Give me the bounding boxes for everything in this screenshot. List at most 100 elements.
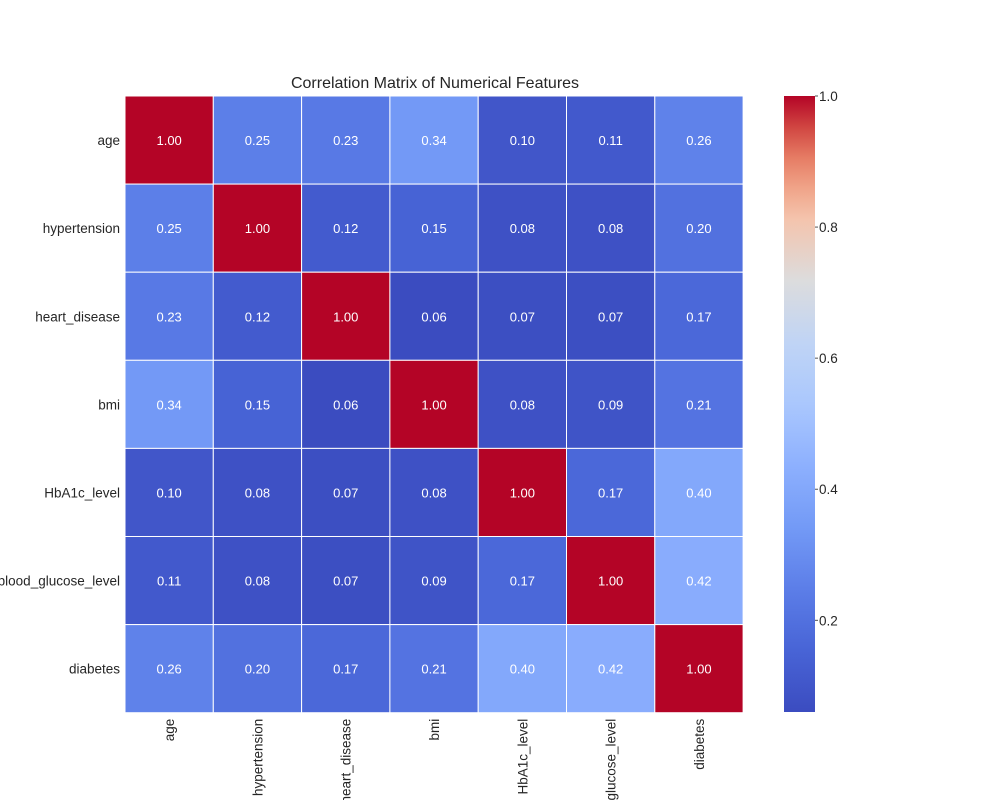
heatmap-cell — [301, 183, 391, 273]
cell-value-label: 0.26 — [156, 662, 181, 677]
cell-value-label: 0.08 — [245, 485, 270, 500]
cell-value-label: 0.21 — [421, 662, 446, 677]
colorbar-tick-label: 0.4 — [819, 482, 838, 497]
cell-value-label: 1.00 — [421, 397, 446, 412]
cell-value-label: 0.21 — [686, 397, 711, 412]
row-label: blood_glucose_level — [0, 574, 120, 589]
cell-value-label: 1.00 — [156, 133, 181, 148]
heatmap-cell — [389, 359, 479, 449]
heatmap-cell — [212, 536, 303, 626]
heatmap-cell — [477, 95, 568, 185]
heatmap-cell — [124, 447, 214, 537]
heatmap-cell — [477, 271, 568, 361]
cell-value-label: 0.15 — [421, 221, 446, 236]
cell-value-label: 1.00 — [686, 662, 711, 677]
heatmap-cell — [654, 624, 744, 714]
cell-value-label: 0.17 — [686, 309, 711, 324]
heatmap-cell — [301, 536, 391, 626]
cell-value-label: 0.40 — [686, 485, 711, 500]
heatmap-cell — [566, 183, 656, 273]
colorbar-tick-label: 0.8 — [819, 220, 838, 235]
heatmap-cell — [654, 359, 744, 449]
row-label: age — [97, 133, 120, 148]
heatmap-cell — [389, 271, 479, 361]
heatmap-cell — [477, 536, 568, 626]
cell-value-label: 0.10 — [156, 485, 181, 500]
row-label: hypertension — [43, 221, 120, 236]
cell-value-label: 0.08 — [510, 397, 535, 412]
cell-value-label: 0.08 — [598, 221, 623, 236]
heatmap-cell — [389, 624, 479, 714]
cell-value-label: 0.42 — [598, 662, 623, 677]
cell-value-label: 0.42 — [686, 574, 711, 589]
cell-value-label: 0.25 — [245, 133, 270, 148]
heatmap-cell — [389, 536, 479, 626]
cell-value-label: 0.09 — [598, 397, 623, 412]
cell-value-label: 0.07 — [598, 309, 623, 324]
heatmap-cell — [654, 447, 744, 537]
heatmap-cell — [477, 183, 568, 273]
cell-value-label: 1.00 — [598, 574, 623, 589]
colorbar-tick-label: 0.2 — [819, 613, 838, 628]
cell-value-label: 0.07 — [333, 574, 358, 589]
cell-value-label: 0.23 — [333, 133, 358, 148]
cell-value-label: 0.17 — [510, 574, 535, 589]
cell-value-label: 0.40 — [510, 662, 535, 677]
cell-value-label: 0.12 — [333, 221, 358, 236]
cell-value-label: 1.00 — [245, 221, 270, 236]
heatmap-cell — [301, 447, 391, 537]
heatmap-cells: 1.00 0.25 0.23 0.34 0.10 0.11 0.26 0.25 1.00 0.12… — [124, 95, 744, 714]
cell-value-label: 0.17 — [598, 485, 623, 500]
column-labels: age hypertension heart_disease bmi HbA1c_lev… — [162, 718, 707, 805]
heatmap-cell — [124, 95, 214, 185]
colorbar-tick-label: 0.6 — [819, 351, 838, 366]
heatmap-cell — [212, 271, 303, 361]
cell-value-label: 0.07 — [333, 485, 358, 500]
cell-value-label: 0.11 — [157, 574, 181, 589]
cell-value-label: 0.25 — [156, 221, 181, 236]
heatmap-cell — [124, 624, 214, 714]
heatmap-cell — [124, 359, 214, 449]
cell-value-label: 0.23 — [156, 309, 181, 324]
row-label: HbA1c_level — [44, 485, 120, 500]
column-label: age — [162, 719, 177, 742]
cell-value-label: 0.34 — [156, 397, 181, 412]
cell-value-label: 0.15 — [245, 397, 270, 412]
heatmap-cell — [124, 536, 214, 626]
colorbar-tick-label: 1.0 — [819, 89, 838, 104]
colorbar — [784, 96, 815, 712]
column-label: HbA1c_level — [515, 719, 530, 795]
heatmap-cell — [212, 359, 303, 449]
column-label: bmi — [427, 719, 442, 741]
cell-value-label: 1.00 — [510, 485, 535, 500]
cell-value-label: 0.34 — [421, 133, 446, 148]
heatmap-cell — [389, 95, 479, 185]
cell-value-label: 0.20 — [686, 221, 711, 236]
cell-value-label: 0.12 — [245, 309, 270, 324]
cell-value-label: 0.06 — [333, 397, 358, 412]
cell-value-label: 0.07 — [510, 309, 535, 324]
cell-value-label: 0.11 — [598, 133, 622, 148]
cell-value-label: 0.06 — [421, 309, 446, 324]
cell-value-label: 0.08 — [421, 485, 446, 500]
heatmap-cell — [654, 536, 744, 626]
heatmap-cell — [566, 624, 656, 714]
cell-value-label: 0.08 — [510, 221, 535, 236]
heatmap-cell — [566, 359, 656, 449]
heatmap-cell — [301, 95, 391, 185]
column-label: blood_glucose_level — [604, 719, 619, 800]
heatmap-cell — [566, 95, 656, 185]
heatmap-cell — [654, 271, 744, 361]
column-label: diabetes — [692, 718, 707, 769]
chart-title: Correlation Matrix of Numerical Features — [291, 75, 579, 92]
row-label: heart_disease — [35, 309, 120, 324]
column-label: heart_disease — [339, 719, 354, 800]
cell-value-label: 0.09 — [421, 574, 446, 589]
heatmap-cell — [212, 95, 303, 185]
heatmap-cell — [124, 183, 214, 273]
cell-value-label: 0.10 — [510, 133, 535, 148]
cell-value-label: 0.26 — [686, 133, 711, 148]
